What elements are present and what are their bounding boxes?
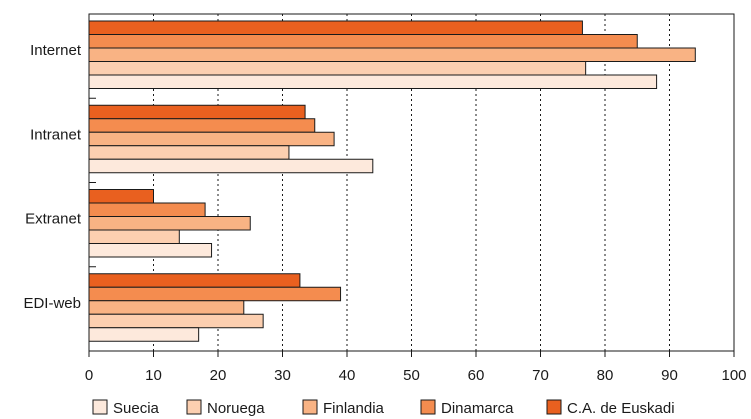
legend-swatch-suecia [92,399,108,415]
category-label-extranet: Extranet [25,211,82,228]
x-tick-label-90: 90 [661,367,678,384]
x-tick-label-30: 30 [274,367,291,384]
legend-label-dinamarca: Dinamarca [441,400,514,417]
x-tick-label-70: 70 [532,367,549,384]
x-tick-label-40: 40 [339,367,356,384]
bar-internet-dinamarca [88,34,638,49]
bar-internet-finlandia [88,47,696,62]
x-tick-label-60: 60 [468,367,485,384]
bar-extranet-noruega [88,229,180,244]
bar-extranet-dinamarca [88,202,206,217]
bar-edi-web-finlandia [88,300,245,315]
legend-swatch-noruega [186,399,202,415]
bar-internet-c-a-de-euskadi [88,20,583,35]
legend-swatch-dinamarca [420,399,436,415]
bar-intranet-noruega [88,145,290,160]
bar-edi-web-dinamarca [88,286,342,302]
bar-edi-web-c-a-de-euskadi [88,273,301,288]
x-tick-label-50: 50 [403,367,420,384]
bar-internet-noruega [88,61,587,76]
bar-edi-web-suecia [88,327,200,342]
bar-intranet-dinamarca [88,118,316,133]
bar-extranet-c-a-de-euskadi [88,189,154,204]
x-tick-label-100: 100 [721,367,746,384]
category-label-edi-web: EDI-web [23,295,81,312]
legend-swatch-c-a-de-euskadi [546,399,562,415]
bar-intranet-finlandia [88,131,335,147]
bar-extranet-suecia [88,243,213,258]
bar-edi-web-noruega [88,313,264,329]
legend: Suecia Noruega Finlandia Dinamarca C.A. de E… [92,399,675,417]
x-axis: 0 10 20 30 40 50 60 70 80 90 100 [85,351,747,384]
y-axis-categories: Internet Intranet Extranet EDI-web [23,42,96,312]
legend-label-noruega: Noruega [207,400,265,417]
bars [88,20,696,342]
x-tick-label-0: 0 [85,367,93,384]
x-tick-label-10: 10 [145,367,162,384]
x-tick-label-80: 80 [597,367,614,384]
bar-intranet-suecia [88,158,374,174]
category-label-internet: Internet [30,42,82,59]
legend-swatch-finlandia [302,399,318,415]
bar-internet-suecia [88,74,658,89]
bar-extranet-finlandia [88,216,251,231]
x-tick-label-20: 20 [210,367,227,384]
bar-intranet-c-a-de-euskadi [88,104,306,120]
category-label-intranet: Intranet [30,126,82,143]
legend-label-finlandia: Finlandia [323,400,385,417]
legend-label-suecia: Suecia [113,400,160,417]
legend-label-c-a-de-euskadi: C.A. de Euskadi [567,400,675,417]
